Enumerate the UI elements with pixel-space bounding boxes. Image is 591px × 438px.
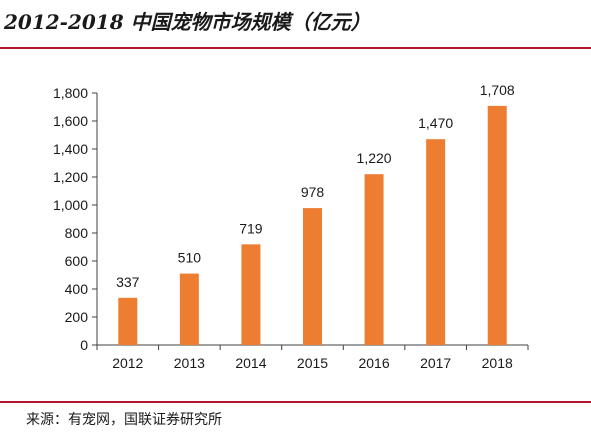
data-label: 337 xyxy=(116,274,140,290)
data-label: 1,220 xyxy=(357,150,392,166)
bar xyxy=(426,139,446,345)
bar xyxy=(303,208,322,345)
y-tick-label: 800 xyxy=(65,225,89,241)
data-label: 510 xyxy=(178,250,202,266)
source-note: 来源：有宠网，国联证券研究所 xyxy=(26,412,222,428)
x-tick-label: 2016 xyxy=(358,355,389,371)
bar xyxy=(118,297,138,345)
title-divider xyxy=(0,47,591,49)
x-tick-label: 2015 xyxy=(297,355,328,371)
y-tick-label: 1,800 xyxy=(53,85,88,101)
bar xyxy=(241,244,261,345)
y-tick-label: 1,400 xyxy=(53,141,88,157)
y-tick-label: 1,200 xyxy=(53,169,88,185)
y-tick-label: 1,600 xyxy=(53,113,88,129)
bar xyxy=(487,105,507,345)
bar-chart: 0 200 400 600 800 1,000 1,200 1,400 1,600 1,800 33… xyxy=(53,82,529,371)
y-tick-label: 400 xyxy=(65,281,89,297)
x-tick-label: 2017 xyxy=(420,355,451,371)
data-label: 719 xyxy=(239,220,263,236)
y-tick-label: 200 xyxy=(65,309,89,325)
data-label: 978 xyxy=(301,184,325,200)
y-tick-label: 0 xyxy=(80,337,88,353)
x-tick-label: 2014 xyxy=(235,355,266,371)
bar xyxy=(364,174,384,345)
x-tick-label: 2013 xyxy=(174,355,205,371)
footer-divider xyxy=(0,401,591,403)
y-tick-label: 600 xyxy=(65,253,89,269)
bar xyxy=(179,273,199,345)
x-tick-label: 2012 xyxy=(112,355,143,371)
y-tick-label: 1,000 xyxy=(53,197,88,213)
chart-title: 2012-2018 中国宠物市场规模（亿元） xyxy=(4,10,371,34)
data-label: 1,708 xyxy=(480,82,515,98)
x-tick-label: 2018 xyxy=(482,355,513,371)
data-label: 1,470 xyxy=(418,115,453,131)
